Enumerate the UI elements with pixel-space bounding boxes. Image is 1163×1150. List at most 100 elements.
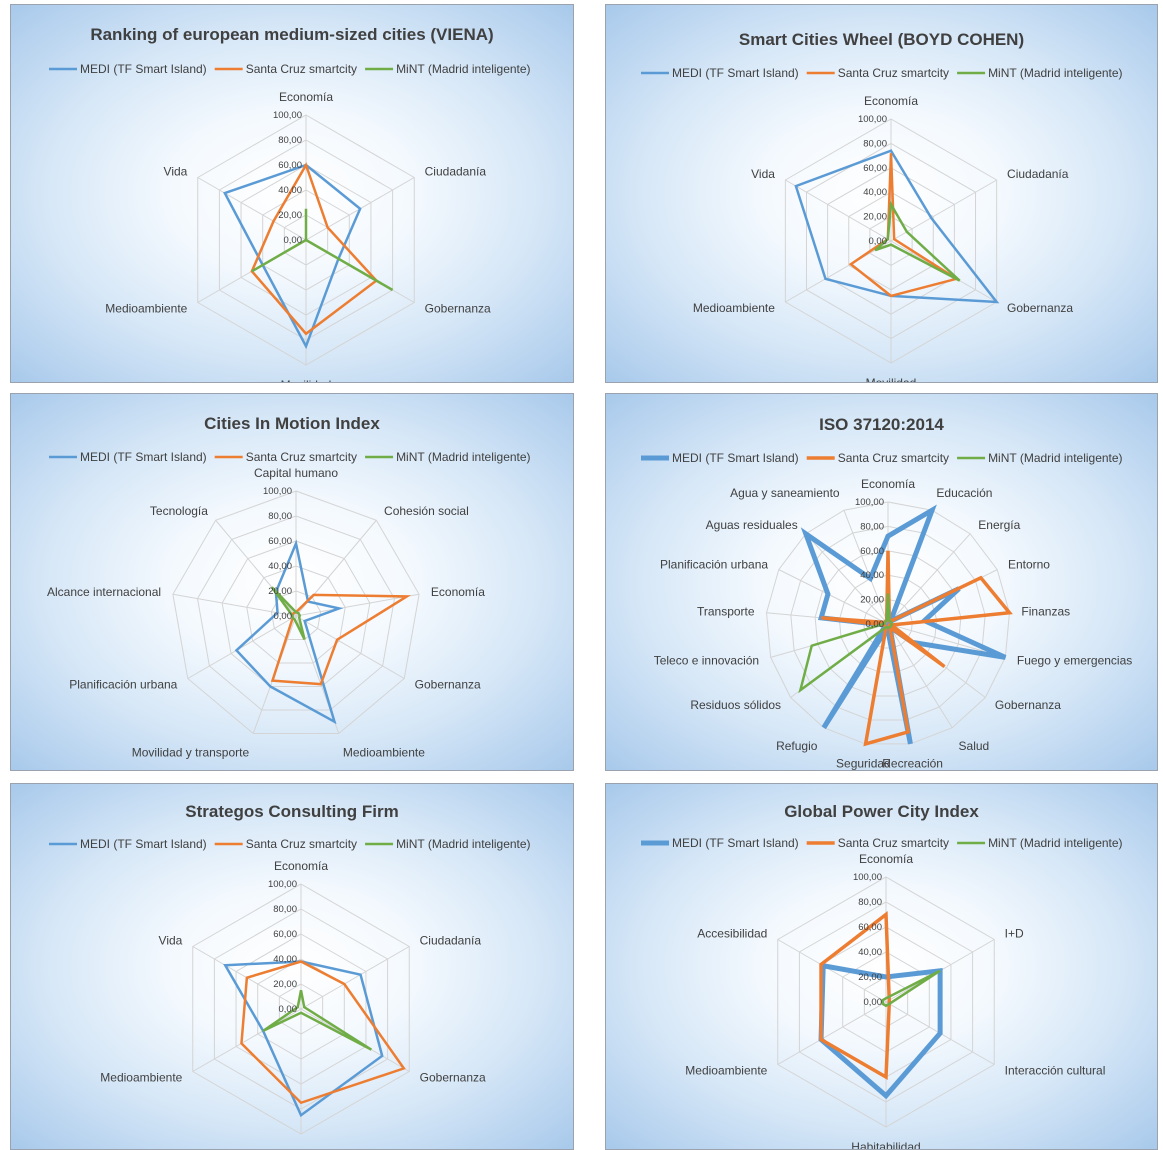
- axis-spoke: [777, 939, 887, 1003]
- category-label-vida: Vida: [751, 167, 775, 181]
- tick-label: 40,00: [860, 570, 884, 581]
- chart-title: Global Power City Index: [784, 802, 979, 821]
- category-label-medioambiente: Medioambiente: [100, 1071, 182, 1085]
- radar-chart-boyd-cohen: Smart Cities Wheel (BOYD COHEN) MEDI (TF …: [641, 30, 1123, 382]
- legend-label-medi: MEDI (TF Smart Island): [672, 451, 799, 465]
- category-label-finanzas: Finanzas: [1021, 605, 1070, 619]
- category-label-medioambiente: Medioambiente: [693, 301, 775, 315]
- category-label-economia: Economía: [859, 852, 913, 866]
- legend-label-mint: MiNT (Madrid inteligente): [988, 66, 1123, 80]
- series-line-santa-cruz: [240, 960, 406, 1105]
- legend: MEDI (TF Smart Island) Santa Cruz smartci…: [49, 837, 531, 851]
- legend-label-mint: MiNT (Madrid inteligente): [396, 62, 531, 76]
- category-label-movilidad: Movilidad: [281, 378, 332, 382]
- tick-label: 40,00: [268, 561, 292, 572]
- chart-panel-iso-37120: ISO 37120:2014 MEDI (TF Smart Island) Sant…: [605, 393, 1158, 771]
- grid-ring: [172, 490, 420, 734]
- category-label-tecnologia: Tecnología: [150, 504, 208, 518]
- category-label-seguridad: Seguridad: [836, 757, 891, 770]
- category-label-agua-y-saneamiento: Agua y saneamiento: [730, 486, 840, 500]
- category-label-economia: Economía: [864, 94, 918, 108]
- tick-label: 60,00: [863, 163, 887, 174]
- chart-title: Ranking of european medium-sized cities …: [90, 25, 493, 44]
- axis-spoke: [887, 533, 971, 625]
- tick-label: 100,00: [268, 879, 297, 890]
- axis-spoke: [187, 615, 297, 679]
- legend-label-santa-cruz: Santa Cruz smartcity: [838, 451, 949, 465]
- series-line-medi: [223, 163, 362, 350]
- category-label-capital-humano: Capital humano: [254, 466, 338, 480]
- grid-ring: [766, 501, 1010, 745]
- chart-title: ISO 37120:2014: [819, 415, 944, 434]
- tick-label: 60,00: [858, 922, 882, 933]
- tick-label: 0,00: [869, 236, 888, 247]
- axis-spoke: [805, 533, 889, 625]
- tick-label: 80,00: [278, 135, 302, 146]
- legend-label-mint: MiNT (Madrid inteligente): [396, 837, 531, 851]
- category-label-recreacion: Recreación: [882, 757, 943, 770]
- category-label-accesibilidad: Accesibilidad: [697, 927, 767, 941]
- series-line-medi: [234, 539, 344, 725]
- tick-label: 40,00: [273, 954, 297, 965]
- legend-label-mint: MiNT (Madrid inteligente): [988, 836, 1123, 850]
- tick-label: 20,00: [273, 979, 297, 990]
- category-label-energia: Energía: [978, 518, 1020, 532]
- tick-label: 40,00: [278, 185, 302, 196]
- legend-label-santa-cruz: Santa Cruz smartcity: [838, 66, 949, 80]
- category-label-alcance-internacional: Alcance internacional: [47, 585, 161, 599]
- chart-panel-viena: Ranking of european medium-sized cities …: [10, 4, 574, 383]
- category-label-gobernanza: Gobernanza: [415, 678, 481, 692]
- category-label-economia: Economía: [861, 477, 915, 491]
- tick-label: 20,00: [268, 586, 292, 597]
- tick-label: 0,00: [284, 235, 303, 246]
- category-label-refugio: Refugio: [776, 739, 818, 753]
- category-label-gobernanza: Gobernanza: [425, 302, 491, 316]
- tick-label: 40,00: [858, 947, 882, 958]
- chart-panel-cities-in-motion: Cities In Motion Index MEDI (TF Smart Isl…: [10, 393, 574, 771]
- grid-ring: [790, 525, 986, 721]
- tick-label: 0,00: [866, 619, 885, 630]
- axis-spoke: [295, 593, 420, 617]
- legend-label-medi: MEDI (TF Smart Island): [672, 66, 799, 80]
- grid-ring: [221, 540, 371, 687]
- category-label-economia: Economía: [431, 585, 485, 599]
- category-label-ciudadania: Ciudadanía: [420, 934, 482, 948]
- axis-spoke: [785, 179, 892, 242]
- legend-label-santa-cruz: Santa Cruz smartcity: [838, 836, 949, 850]
- category-label-economia: Economía: [279, 90, 333, 104]
- legend-label-medi: MEDI (TF Smart Island): [80, 62, 207, 76]
- radar-chart-viena: Ranking of european medium-sized cities …: [49, 25, 531, 382]
- legend-label-santa-cruz: Santa Cruz smartcity: [246, 62, 357, 76]
- tick-label: 100,00: [855, 497, 884, 508]
- radar-chart-strategos: Strategos Consulting Firm MEDI (TF Smart …: [49, 802, 531, 1150]
- axis-spoke: [777, 1001, 887, 1065]
- tick-label: 60,00: [278, 160, 302, 171]
- tick-label: 60,00: [860, 546, 884, 557]
- tick-label: 100,00: [273, 110, 302, 121]
- axis-spoke: [887, 623, 953, 728]
- category-label-i-d: I+D: [1005, 927, 1024, 941]
- tick-label: 60,00: [273, 929, 297, 940]
- tick-label: 20,00: [858, 972, 882, 983]
- tick-label: 0,00: [864, 997, 883, 1008]
- tick-label: 80,00: [863, 138, 887, 149]
- series-line-mint: [798, 593, 893, 694]
- legend-label-medi: MEDI (TF Smart Island): [672, 836, 799, 850]
- series-line-mint: [262, 990, 373, 1051]
- category-label-ciudadania: Ciudadanía: [1007, 167, 1069, 181]
- category-label-gobernanza: Gobernanza: [995, 698, 1061, 712]
- axis-spoke: [197, 177, 307, 241]
- category-label-medioambiente: Medioambiente: [343, 746, 425, 760]
- tick-label: 20,00: [860, 595, 884, 606]
- series-line-mint: [874, 200, 961, 282]
- category-label-movilidad: Movilidad: [276, 1147, 327, 1150]
- category-label-entorno: Entorno: [1008, 557, 1050, 571]
- series-line-mint: [270, 586, 306, 641]
- category-label-aguas-residuales: Aguas residuales: [706, 518, 798, 532]
- grid-ring: [196, 515, 396, 711]
- category-label-movilidad-y-transporte: Movilidad y transporte: [132, 746, 250, 760]
- axis-spoke: [778, 569, 889, 625]
- category-label-transporte: Transporte: [697, 605, 755, 619]
- series-line-medi: [794, 149, 1000, 304]
- tick-label: 100,00: [853, 872, 882, 883]
